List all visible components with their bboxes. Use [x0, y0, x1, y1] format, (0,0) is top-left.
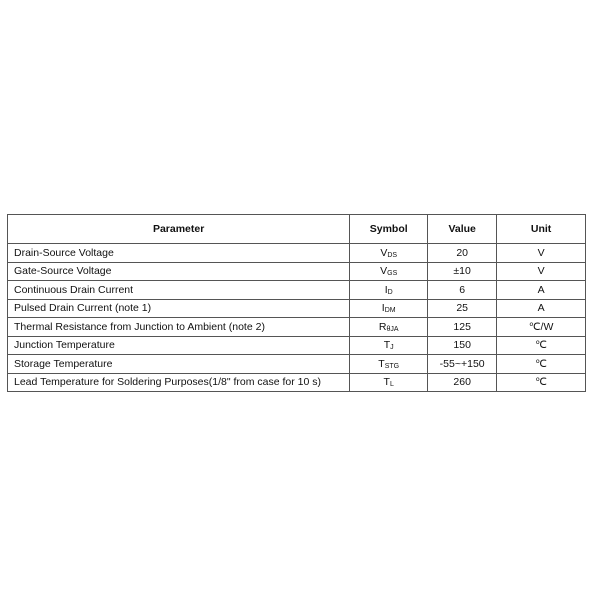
value-cell: ±10 [427, 261, 498, 281]
table-row: Continuous Drain Current ID 6 A [6, 280, 586, 300]
value-cell: 260 [427, 372, 498, 392]
table-row: Gate-Source Voltage VGS ±10 V [6, 261, 586, 281]
unit-cell: ℃ [496, 335, 586, 355]
symbol-base: V [380, 265, 388, 278]
symbol-subscript: D [387, 288, 393, 296]
symbol-cell: VDS [349, 243, 429, 263]
header-row: Parameter Symbol Value Unit [6, 214, 586, 244]
symbol-base: T [378, 357, 385, 370]
unit-cell: V [496, 243, 586, 263]
symbol-base: I [381, 302, 385, 315]
header-symbol: Symbol [349, 214, 429, 244]
table-row: Lead Temperature for Soldering Purposes(… [6, 372, 586, 392]
parameter-cell: Thermal Resistance from Junction to Ambi… [6, 317, 351, 337]
parameter-cell: Continuous Drain Current [6, 280, 351, 300]
header-unit: Unit [496, 214, 586, 244]
table-row: Pulsed Drain Current (note 1) IDM 25 A [6, 298, 586, 318]
symbol-subscript: θJA [386, 325, 399, 333]
value-cell: 25 [427, 298, 498, 318]
symbol-cell: VGS [349, 261, 429, 281]
unit-cell: ℃ [496, 354, 586, 374]
value-cell: -55~+150 [427, 354, 498, 374]
symbol-subscript: L [389, 381, 394, 389]
symbol-subscript: STG [384, 362, 400, 370]
header-parameter: Parameter [6, 214, 351, 244]
table-row: Storage Temperature TSTG -55~+150 ℃ [6, 354, 586, 374]
symbol-base: R [378, 320, 387, 333]
unit-cell: ℃ [496, 372, 586, 392]
symbol-base: T [383, 376, 390, 389]
unit-cell: A [496, 280, 586, 300]
symbol-base: I [384, 283, 388, 296]
absolute-maximum-ratings-table: Parameter Symbol Value Unit Drain-Source… [6, 214, 586, 392]
symbol-base: T [383, 339, 391, 352]
symbol-cell: TSTG [349, 354, 429, 374]
parameter-cell: Pulsed Drain Current (note 1) [6, 298, 351, 318]
table-row: Drain-Source Voltage VDS 20 V [6, 243, 586, 263]
unit-cell: A [496, 298, 586, 318]
table-row: Junction Temperature TJ 150 ℃ [6, 335, 586, 355]
table-row: Thermal Resistance from Junction to Ambi… [6, 317, 586, 337]
symbol-subscript: DS [387, 251, 398, 259]
symbol-cell: IDM [349, 298, 429, 318]
symbol-cell: TL [349, 372, 429, 392]
symbol-subscript: DM [384, 307, 396, 315]
symbol-base: V [380, 246, 388, 259]
unit-cell: ℃/W [496, 317, 586, 337]
value-cell: 20 [427, 243, 498, 263]
symbol-subscript: GS [387, 270, 398, 278]
parameter-cell: Storage Temperature [6, 354, 351, 374]
header-value: Value [427, 214, 498, 244]
symbol-subscript: J [390, 344, 394, 352]
unit-cell: V [496, 261, 586, 281]
value-cell: 150 [427, 335, 498, 355]
parameter-cell: Junction Temperature [6, 335, 351, 355]
symbol-cell: ID [349, 280, 429, 300]
parameter-cell: Lead Temperature for Soldering Purposes(… [6, 372, 351, 392]
value-cell: 125 [427, 317, 498, 337]
symbol-cell: RθJA [349, 317, 429, 337]
parameter-cell: Gate-Source Voltage [6, 261, 351, 281]
value-cell: 6 [427, 280, 498, 300]
symbol-cell: TJ [349, 335, 429, 355]
parameter-cell: Drain-Source Voltage [6, 243, 351, 263]
